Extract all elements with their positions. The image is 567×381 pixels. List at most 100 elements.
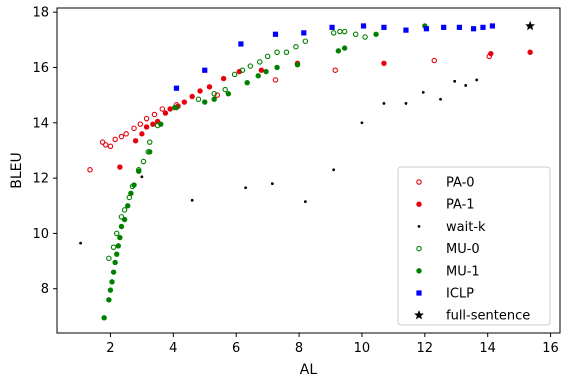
- data-point-mu-1: [158, 121, 164, 127]
- data-point-pa-1: [132, 138, 139, 144]
- series-pa-1: [117, 49, 533, 170]
- data-point-mu-0: [239, 67, 246, 73]
- data-point-mu-1: [263, 68, 269, 75]
- data-point-wait-k: [140, 175, 144, 179]
- legend-label-mu-1: MU-1: [446, 264, 480, 279]
- x-tick-label: 10: [354, 341, 371, 356]
- y-axis-label: BLEU: [9, 152, 25, 189]
- data-point-mu-1: [211, 96, 217, 102]
- data-point-pa-1: [197, 88, 203, 94]
- data-point-mu-1: [112, 259, 118, 266]
- data-point-pa-1: [150, 121, 156, 127]
- data-point-mu-0: [146, 139, 153, 145]
- data-point-mu-1: [131, 182, 137, 188]
- data-point-iclp: [489, 23, 496, 29]
- data-point-mu-1: [373, 31, 379, 37]
- data-points: [79, 20, 536, 321]
- data-point-pa-1: [189, 93, 195, 100]
- data-point-mu-1: [114, 251, 120, 257]
- data-point-wait-k: [439, 97, 442, 101]
- data-point-pa-0: [143, 115, 150, 122]
- y-tick-label: 18: [32, 6, 49, 21]
- data-point-mu-0: [341, 28, 348, 35]
- data-point-mu-0: [257, 59, 263, 65]
- x-tick-label: 16: [542, 341, 559, 356]
- data-point-mu-1: [341, 45, 348, 51]
- legend-marker-pa-0: [416, 179, 422, 185]
- data-point-mu-0: [362, 34, 368, 40]
- legend-marker-mu-0: [416, 245, 422, 252]
- x-tick-label: 2: [106, 341, 114, 356]
- data-point-mu-1: [244, 79, 250, 86]
- data-point-pa-0: [123, 131, 129, 137]
- legend-entry-wait-k: wait-k: [417, 220, 486, 235]
- data-point-pa-0: [112, 136, 118, 143]
- y-tick-label: 12: [32, 172, 49, 187]
- data-point-mu-0: [121, 207, 128, 213]
- data-point-iclp: [272, 31, 279, 37]
- data-point-wait-k: [404, 102, 408, 105]
- data-point-mu-1: [115, 243, 122, 249]
- legend-entry-pa-1: PA-1: [416, 198, 475, 213]
- data-point-wait-k: [382, 102, 386, 105]
- data-point-wait-k: [332, 168, 336, 172]
- data-point-wait-k: [303, 200, 307, 204]
- data-point-wait-k: [270, 182, 274, 186]
- data-point-mu-0: [222, 86, 228, 93]
- data-point-mu-1: [125, 203, 131, 209]
- data-point-mu-0: [330, 30, 337, 36]
- legend-label-mu-0: MU-0: [446, 242, 480, 257]
- data-point-iclp: [238, 41, 244, 47]
- legend-label-pa-1: PA-1: [446, 198, 475, 213]
- data-point-wait-k: [360, 121, 364, 125]
- data-point-pa-1: [258, 67, 265, 73]
- data-point-mu-1: [118, 223, 125, 230]
- x-tick-label: 6: [232, 341, 240, 356]
- data-point-iclp: [360, 23, 367, 29]
- x-tick-label: 8: [295, 341, 303, 356]
- legend-marker-pa-1: [416, 201, 422, 207]
- y-tick-label: 8: [41, 282, 49, 297]
- series-mu-0: [106, 28, 368, 262]
- series-wait-k: [79, 24, 530, 245]
- data-point-mu-1: [121, 216, 128, 223]
- data-point-iclp: [301, 30, 307, 36]
- data-point-mu-1: [294, 62, 301, 68]
- legend-entry-pa-0: PA-0: [416, 176, 475, 191]
- legend-entry-mu-0: MU-0: [416, 242, 480, 257]
- axis-ticks: 2 4 6 8 10 12 14 16 8 10 12 14 16 18: [32, 6, 558, 356]
- data-point-pa-1: [488, 50, 494, 57]
- data-point-pa-0: [332, 67, 338, 73]
- data-point-mu-1: [136, 168, 142, 174]
- data-point-pa-1: [139, 131, 145, 137]
- data-point-wait-k: [190, 198, 194, 202]
- legend: PA-0 PA-1 wait-k MU-0 MU-1 ICLP full-sentence: [397, 166, 551, 326]
- legend-marker-iclp: [416, 290, 422, 296]
- legend-box: [397, 166, 551, 326]
- data-point-pa-0: [272, 77, 279, 83]
- data-point-mu-0: [337, 28, 343, 35]
- legend-label-pa-0: PA-0: [446, 176, 475, 191]
- data-point-mu-1: [106, 297, 112, 303]
- x-tick-label: 14: [479, 341, 496, 356]
- data-point-pa-0: [87, 167, 93, 173]
- data-point-iclp: [441, 24, 447, 30]
- data-point-pa-1: [143, 124, 150, 130]
- data-point-pa-0: [131, 125, 137, 132]
- legend-entry-mu-1: MU-1: [416, 264, 480, 279]
- data-point-mu-1: [110, 269, 117, 275]
- data-point-mu-0: [247, 63, 254, 69]
- data-point-pa-1: [381, 60, 387, 67]
- data-point-mu-0: [274, 49, 280, 56]
- legend-marker-mu-1: [416, 268, 422, 274]
- data-point-mu-1: [147, 149, 153, 155]
- data-point-mu-0: [302, 38, 309, 44]
- data-point-pa-0: [99, 139, 106, 145]
- data-point-wait-k: [421, 90, 425, 94]
- data-point-mu-1: [172, 104, 178, 111]
- data-point-pa-1: [206, 84, 213, 90]
- data-point-mu-1: [225, 91, 232, 97]
- data-point-mu-0: [140, 158, 147, 165]
- data-point-pa-0: [102, 142, 109, 148]
- data-point-iclp: [381, 24, 387, 30]
